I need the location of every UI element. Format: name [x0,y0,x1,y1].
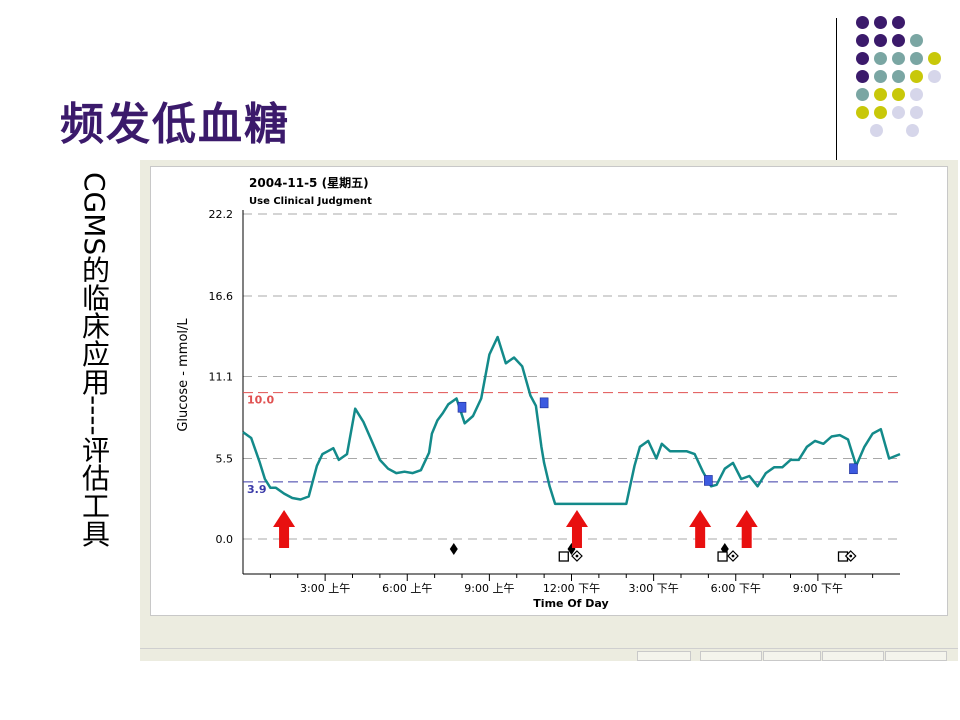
y-tick-label: 11.1 [209,371,234,384]
decorative-dot [910,52,923,65]
decorative-dot [874,52,887,65]
hypoglycemia-arrow [565,510,588,548]
grid-lines [243,213,900,540]
decorative-dot [928,70,941,83]
decorative-dot [856,52,869,65]
diamond-marker-dot [575,554,579,558]
square-marker [717,551,728,562]
x-tick-label: 9:00 上午 [464,582,514,595]
decorative-dot [874,34,887,47]
y-tick-label: 0.0 [216,533,234,546]
chart-subtitle: Use Clinical Judgment [249,196,372,207]
target-limit-lines: 10.0 3.9 [243,392,900,496]
glucose-line [242,335,901,506]
hypoglycemia-arrow [273,510,296,548]
status-bar [140,648,958,661]
status-cell [763,651,821,661]
decorative-dot [892,106,905,119]
decorative-dot [892,70,905,83]
hypoglycemia-arrow [689,510,712,548]
decorative-dot [874,70,887,83]
status-cell [637,651,691,661]
low-limit-label: 3.9 [247,483,267,496]
decorative-dot [892,52,905,65]
decorative-dot [892,88,905,101]
axes [242,210,900,581]
meal-marker [457,401,467,413]
decorative-dot [874,106,887,119]
decorative-dot [892,34,905,47]
slide-title: 频发低血糖 [60,99,290,150]
decorative-dot [910,106,923,119]
event-marker [449,543,458,555]
status-cell [700,651,762,661]
meal-marker [539,397,549,409]
decorative-dot [874,88,887,101]
decorative-dot [874,16,887,29]
x-tick-label: 9:00 下午 [793,582,843,595]
decorative-dot [906,124,919,137]
hypoglycemia-arrow [735,510,758,548]
diamond-marker-dot [731,554,735,558]
hypoglycemia-arrows [273,510,758,548]
decorative-dot [856,88,869,101]
event-markers [449,397,858,562]
decorative-dot [870,124,883,137]
diamond-marker-dot [849,554,853,558]
status-cell [885,651,947,661]
decorative-dot [856,34,869,47]
tick-labels: 0.0 5.5 11.1 16.6 22.2 3:00 上午 6:00 上午 9:00 上午 1… [209,208,843,595]
y-tick-label: 22.2 [209,208,234,221]
square-marker [558,551,569,562]
x-tick-label: 6:00 下午 [711,582,761,595]
y-tick-label: 16.6 [209,290,234,303]
x-tick-label: 3:00 下午 [629,582,679,595]
decorative-dot [856,70,869,83]
x-tick-label: 3:00 上午 [300,582,350,595]
side-caption: CGMS的临床应用----评估工具 [78,172,111,548]
decorative-dot [928,52,941,65]
decorative-dot [910,70,923,83]
x-tick-label: 6:00 上午 [382,582,432,595]
meal-marker [704,475,713,486]
decorative-dot [910,34,923,47]
status-cell [822,651,884,661]
y-tick-label: 5.5 [216,452,234,465]
glucose-series [242,335,901,506]
y-axis-label: Glucose - mmol/L [176,318,191,432]
x-axis-label: Time Of Day [533,597,608,610]
decorative-vertical-rule [836,18,837,162]
high-limit-label: 10.0 [247,394,274,407]
meal-marker [849,463,858,475]
decorative-dot [856,106,869,119]
x-tick-label: 12:00 下午 [543,582,600,595]
chart-title: 2004-11-5 (星期五) [249,175,369,190]
decorative-dot [892,16,905,29]
decorative-dot [910,88,923,101]
decorative-dot [856,16,869,29]
